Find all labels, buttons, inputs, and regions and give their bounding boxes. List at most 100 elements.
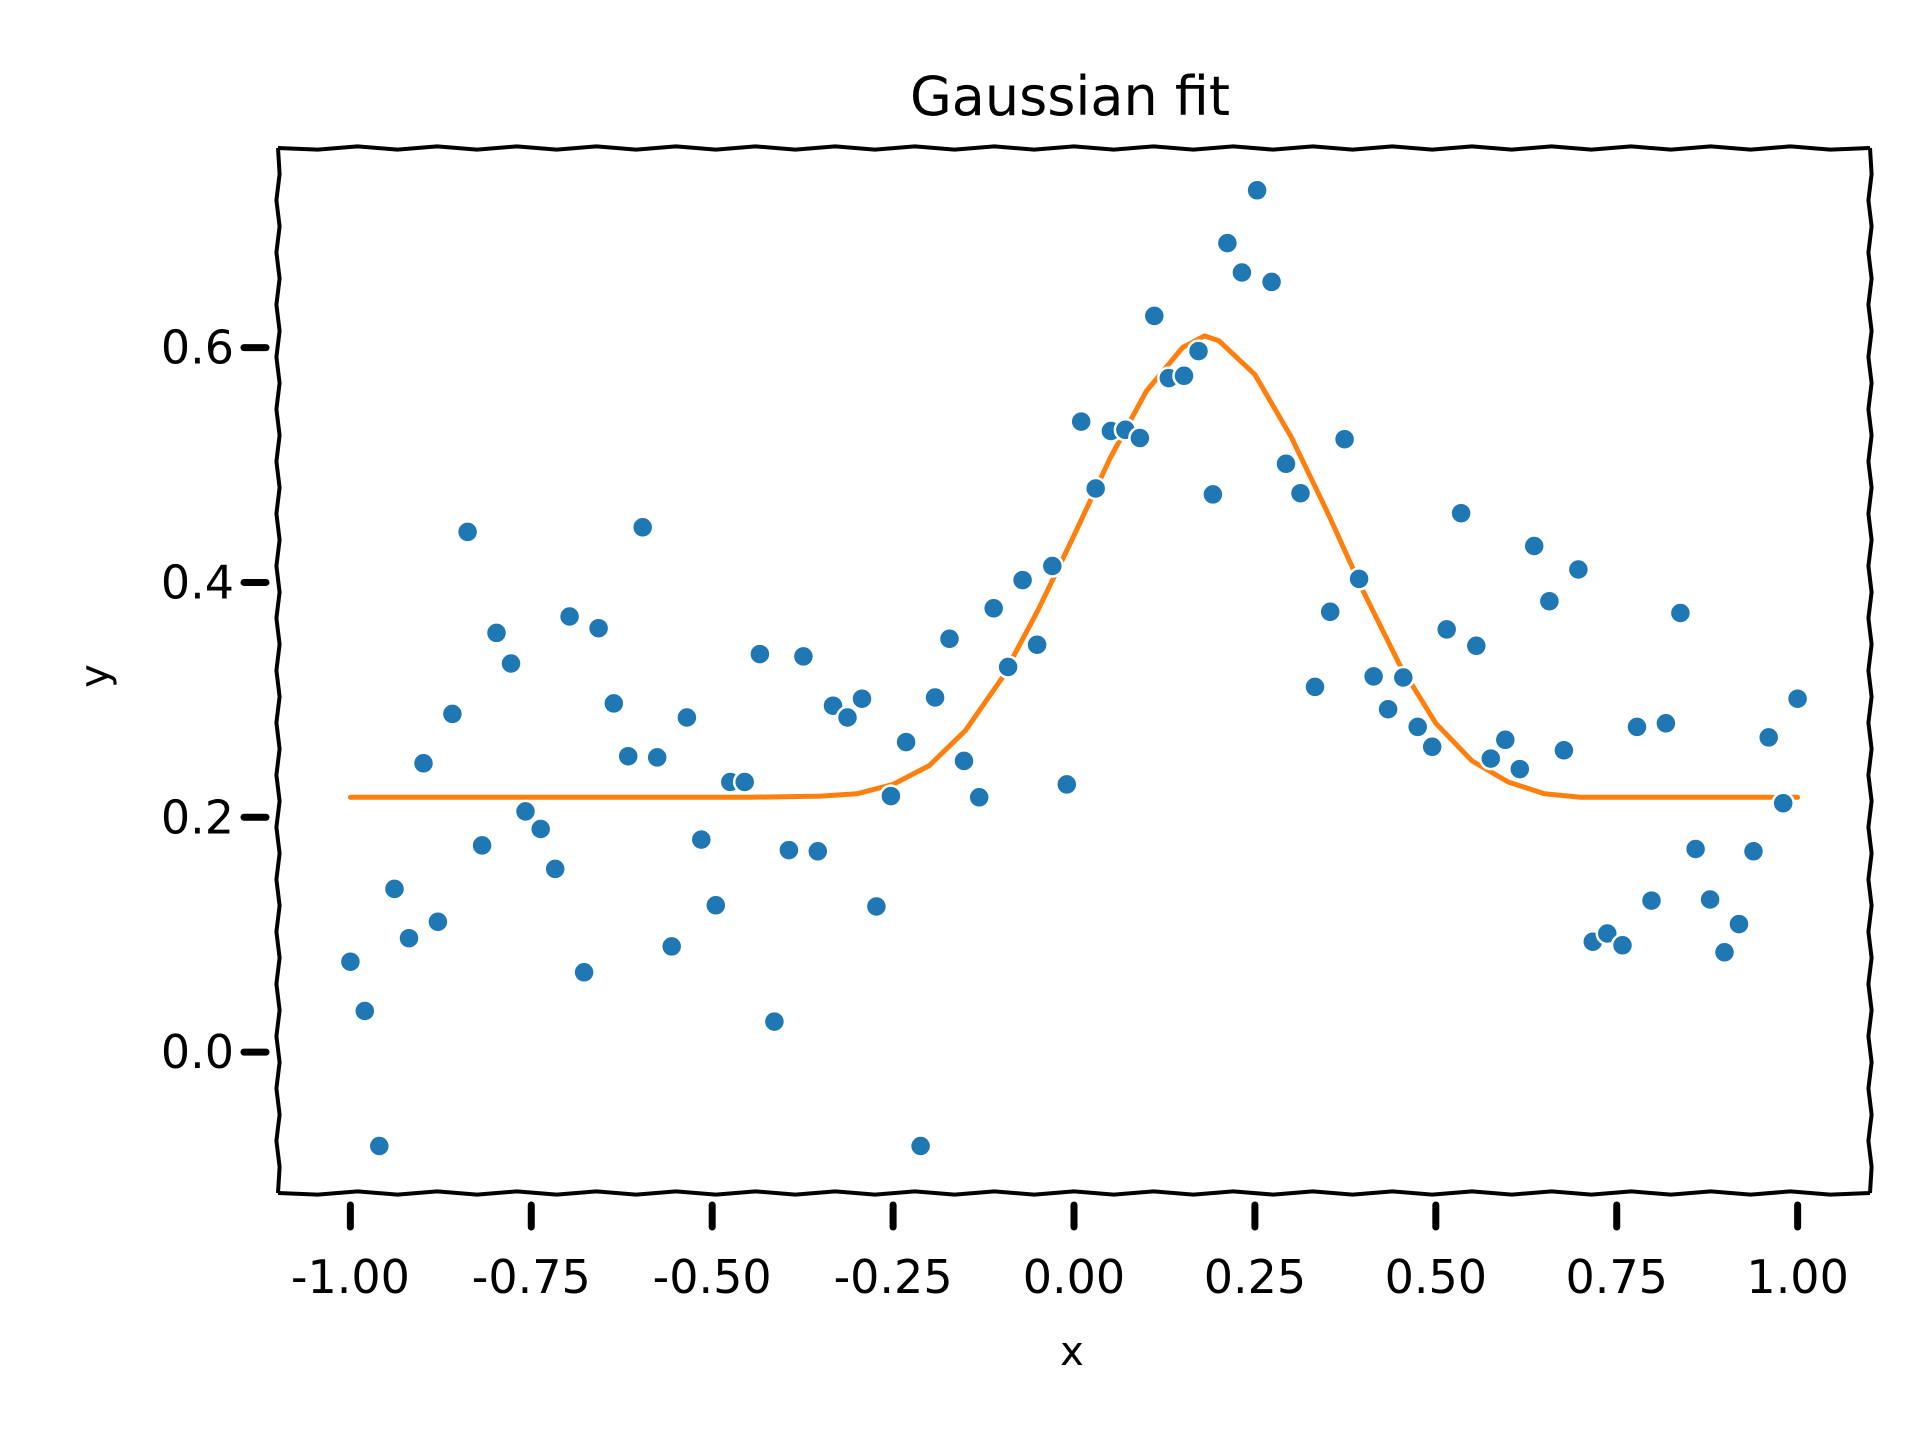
scatter-point bbox=[996, 655, 1020, 679]
scatter-point bbox=[1508, 757, 1532, 781]
scatter-point bbox=[1288, 481, 1313, 505]
x-tick-label: 0.25 bbox=[1204, 1250, 1306, 1304]
scatter-point bbox=[937, 627, 962, 651]
axis-top bbox=[277, 144, 1871, 152]
scatter-point bbox=[1186, 339, 1211, 363]
scatter-point bbox=[1128, 426, 1152, 450]
scatter-point bbox=[616, 744, 640, 768]
scatter-point bbox=[455, 520, 480, 544]
scatter-point bbox=[908, 1134, 933, 1158]
scatter-point bbox=[1303, 675, 1327, 699]
scatter-point bbox=[1552, 738, 1576, 763]
scatter-point bbox=[1727, 912, 1751, 936]
scatter-point bbox=[659, 934, 684, 959]
scatter-point bbox=[572, 960, 596, 985]
scatter-point bbox=[762, 1009, 787, 1034]
scatter-point bbox=[1464, 634, 1489, 658]
scatter-point bbox=[806, 839, 830, 864]
scatter-point bbox=[586, 616, 611, 640]
scatter-point bbox=[1040, 554, 1065, 578]
x-tick-label: 0.50 bbox=[1385, 1250, 1487, 1304]
scatter-point bbox=[864, 894, 889, 919]
scatter-point bbox=[1698, 887, 1722, 912]
scatter-point bbox=[1259, 270, 1284, 294]
scatter-point bbox=[557, 604, 582, 629]
scatter-point bbox=[1245, 178, 1269, 203]
scatter-point bbox=[1639, 888, 1664, 913]
scatter-point bbox=[1522, 534, 1546, 558]
y-tick-label: 0.2 bbox=[161, 790, 234, 844]
scatter-point bbox=[981, 596, 1006, 621]
axis-bottom bbox=[277, 1189, 1871, 1197]
scatter-point bbox=[397, 926, 421, 950]
scatter-point bbox=[470, 833, 494, 858]
scatter-point bbox=[967, 785, 991, 810]
scatter-point bbox=[1010, 568, 1035, 592]
scatter-point bbox=[748, 642, 772, 666]
scatter-point bbox=[1771, 791, 1795, 815]
scatter-point bbox=[543, 857, 567, 881]
scatter-point bbox=[353, 999, 377, 1023]
scatter-point bbox=[382, 877, 407, 901]
scatter-point bbox=[645, 745, 669, 770]
scatter-point bbox=[879, 784, 903, 808]
scatter-point bbox=[1420, 735, 1444, 759]
x-tick-label: -0.75 bbox=[472, 1250, 591, 1304]
x-tick-label: -0.25 bbox=[834, 1250, 953, 1304]
scatter-point bbox=[528, 817, 553, 841]
scatter-point bbox=[675, 705, 699, 730]
scatter-point bbox=[1391, 665, 1416, 690]
scatter-point bbox=[850, 686, 874, 711]
scatter-point bbox=[689, 827, 714, 852]
scatter-point bbox=[411, 751, 436, 776]
scatter-point bbox=[513, 799, 538, 824]
x-tick-label: 0.00 bbox=[1023, 1250, 1125, 1304]
scatter-point bbox=[1172, 364, 1196, 388]
scatter-point bbox=[1449, 501, 1473, 525]
y-tick-label: 0.6 bbox=[161, 321, 234, 375]
scatter-point bbox=[1479, 746, 1503, 771]
scatter-point bbox=[1785, 686, 1810, 711]
axis-left bbox=[274, 147, 282, 1194]
scatter-point bbox=[1025, 632, 1049, 657]
x-tick-label: -0.50 bbox=[653, 1250, 772, 1304]
x-tick-label: -1.00 bbox=[291, 1250, 410, 1304]
scatter-point bbox=[1055, 772, 1079, 797]
x-tick-label: 0.75 bbox=[1566, 1250, 1668, 1304]
scatter-point bbox=[1566, 557, 1591, 582]
scatter-point bbox=[1376, 697, 1400, 721]
x-axis-ticks: -1.00 -0.75 -0.50 -0.25 0.00 0.25 0.50 0.75 1.00 bbox=[291, 1201, 1849, 1304]
y-tick-label: 0.0 bbox=[161, 1025, 234, 1079]
scatter-point bbox=[777, 838, 801, 862]
axis-right bbox=[1866, 147, 1874, 1194]
scatter-point bbox=[426, 910, 450, 934]
scatter-point bbox=[1683, 837, 1708, 861]
scatter-point bbox=[1318, 600, 1342, 624]
scatter-point bbox=[630, 515, 655, 540]
y-tick-label: 0.4 bbox=[161, 555, 234, 609]
scatter-point bbox=[1595, 921, 1620, 946]
chart-title: Gaussian fit bbox=[910, 65, 1230, 128]
scatter-point bbox=[1201, 482, 1225, 507]
scatter-point bbox=[499, 651, 523, 676]
scatter-point bbox=[484, 621, 509, 645]
scatter-point bbox=[1142, 304, 1167, 328]
scatter-point bbox=[1332, 427, 1357, 451]
x-tick-label: 1.00 bbox=[1746, 1250, 1848, 1304]
scatter-point bbox=[602, 691, 626, 716]
scatter-point bbox=[1215, 231, 1240, 255]
axes-frame bbox=[274, 144, 1874, 1197]
scatter-point bbox=[1741, 839, 1766, 864]
scatter-layer bbox=[338, 178, 1810, 1158]
scatter-point bbox=[1069, 409, 1093, 434]
scatter-point bbox=[1274, 452, 1298, 476]
scatter-point bbox=[1230, 260, 1254, 285]
scatter-point bbox=[1610, 933, 1635, 958]
scatter-point bbox=[894, 730, 918, 754]
scatter-point bbox=[732, 770, 757, 794]
scatter-point bbox=[704, 893, 728, 918]
scatter-point bbox=[1712, 940, 1737, 965]
scatter-point bbox=[1668, 601, 1693, 625]
